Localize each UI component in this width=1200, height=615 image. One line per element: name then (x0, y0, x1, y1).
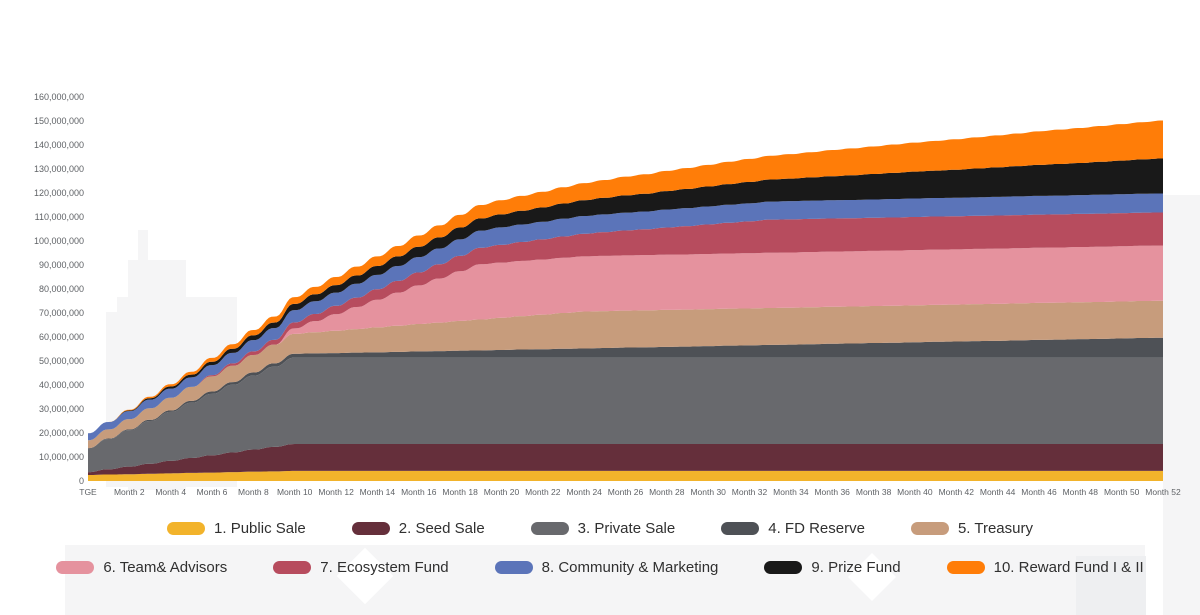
area-private-sale (88, 357, 1163, 473)
x-axis-tick-label: Month 28 (649, 487, 685, 497)
x-axis-tick-label: Month 18 (442, 487, 478, 497)
legend-swatch-prize-fund (764, 560, 803, 574)
x-axis-tick-label: Month 14 (360, 487, 396, 497)
x-axis-tick-label: Month 36 (814, 487, 850, 497)
area-prize-fund (88, 158, 1163, 434)
building-silhouette (1076, 556, 1146, 615)
legend-item-private-sale[interactable]: 3. Private Sale (530, 519, 676, 537)
area-treasury (88, 300, 1163, 449)
y-axis-tick-label: 0 (79, 476, 84, 486)
legend-label-seed-sale: 2. Seed Sale (398, 519, 485, 537)
legend-label-community-marketing: 8. Community & Marketing (541, 558, 719, 576)
y-axis-tick-label: 40,000,000 (39, 380, 84, 390)
chart-legend: 1. Public Sale 2. Seed Sale 3. Private Sal… (0, 514, 1200, 592)
y-axis-tick-label: 20,000,000 (39, 428, 84, 438)
legend-label-treasury: 5. Treasury (957, 519, 1033, 537)
x-axis-tick-label: Month 8 (238, 487, 269, 497)
building-silhouette (1163, 195, 1200, 615)
x-axis-tick-label: Month 10 (277, 487, 313, 497)
legend-label-team-advisors: 6. Team& Advisors (103, 558, 228, 576)
x-axis-tick-label: Month 50 (1104, 487, 1140, 497)
y-axis-tick-label: 120,000,000 (34, 188, 84, 198)
legend-row-2: 6. Team& Advisors 7. Ecosystem Fund 8. Com… (0, 553, 1200, 581)
legend-swatch-fd-reserve (721, 521, 760, 535)
legend-item-prize-fund[interactable]: 9. Prize Fund (764, 558, 901, 576)
x-axis-tick-label: Month 16 (401, 487, 437, 497)
x-axis-tick-label: Month 26 (608, 487, 644, 497)
legend-label-private-sale: 3. Private Sale (577, 519, 676, 537)
x-axis-tick-label: Month 4 (155, 487, 186, 497)
x-axis-tick-label: Month 2 (114, 487, 145, 497)
y-axis-tick-label: 160,000,000 (34, 92, 84, 102)
y-axis-tick-label: 90,000,000 (39, 260, 84, 270)
y-axis-tick-label: 100,000,000 (34, 236, 84, 246)
legend-swatch-reward-fund-i-ii (946, 560, 985, 574)
x-axis-tick-label: Month 20 (484, 487, 520, 497)
x-axis-tick-label: TGE (79, 487, 97, 497)
y-axis-tick-label: 30,000,000 (39, 404, 84, 414)
x-axis-tick-label: Month 34 (773, 487, 809, 497)
x-axis-tick-label: Month 48 (1063, 487, 1099, 497)
x-axis-tick-label: Month 12 (318, 487, 354, 497)
legend-item-public-sale[interactable]: 1. Public Sale (167, 520, 306, 537)
legend-item-seed-sale[interactable]: 2. Seed Sale (351, 519, 485, 537)
x-axis-tick-label: Month 40 (897, 487, 933, 497)
area-fd-reserve (88, 337, 1163, 449)
x-axis-tick-label: Month 38 (856, 487, 892, 497)
legend-swatch-team-advisors (56, 560, 95, 574)
legend-label-public-sale: 1. Public Sale (214, 519, 306, 537)
legend-swatch-ecosystem-fund (273, 560, 312, 574)
area-team-advisors (88, 245, 1163, 441)
area-reward-fund-i-ii (88, 120, 1163, 434)
legend-item-reward-fund-i-ii[interactable]: 10. Reward Fund I & II (946, 558, 1144, 576)
legend-item-fd-reserve[interactable]: 4. FD Reserve (721, 520, 865, 537)
legend-row-1: 1. Public Sale 2. Seed Sale 3. Private Sal… (0, 514, 1200, 542)
y-axis-tick-label: 60,000,000 (39, 332, 84, 342)
y-axis-tick-label: 130,000,000 (34, 164, 84, 174)
legend-label-fd-reserve: 4. FD Reserve (768, 519, 865, 537)
x-axis-tick-label: Month 42 (939, 487, 975, 497)
y-axis-tick-label: 70,000,000 (39, 308, 84, 318)
x-axis-tick-label: Month 44 (980, 487, 1016, 497)
area-public-sale (88, 470, 1163, 481)
area-seed-sale (88, 444, 1163, 475)
x-axis-tick-label: Month 32 (732, 487, 768, 497)
x-axis-tick-label: Month 46 (1021, 487, 1057, 497)
legend-item-community-marketing[interactable]: 8. Community & Marketing (494, 558, 719, 576)
legend-item-ecosystem-fund[interactable]: 7. Ecosystem Fund (273, 558, 449, 576)
x-axis-tick-label: Month 6 (197, 487, 228, 497)
x-axis-tick-label: Month 22 (525, 487, 561, 497)
legend-swatch-private-sale (530, 521, 569, 535)
y-axis-tick-label: 110,000,000 (35, 212, 84, 222)
legend-item-team-advisors[interactable]: 6. Team& Advisors (56, 559, 227, 576)
area-ecosystem-fund (88, 212, 1163, 441)
legend-swatch-seed-sale (351, 521, 390, 535)
legend-item-treasury[interactable]: 5. Treasury (910, 519, 1033, 537)
legend-swatch-treasury (910, 521, 949, 535)
legend-label-reward-fund-i-ii: 10. Reward Fund I & II (993, 558, 1144, 576)
y-axis-tick-label: 50,000,000 (39, 356, 84, 366)
y-axis-tick-label: 140,000,000 (34, 140, 84, 150)
y-axis-tick-label: 80,000,000 (39, 284, 84, 294)
area-community-marketing (88, 193, 1163, 441)
building-silhouette (65, 545, 1145, 615)
legend-swatch-community-marketing (494, 560, 533, 574)
legend-label-ecosystem-fund: 7. Ecosystem Fund (320, 558, 449, 576)
legend-label-prize-fund: 9. Prize Fund (811, 558, 901, 576)
y-axis-tick-label: 150,000,000 (34, 116, 84, 126)
y-axis-tick-label: 10,000,000 (39, 452, 84, 462)
legend-swatch-public-sale (167, 521, 206, 535)
x-axis-tick-label: Month 30 (690, 487, 726, 497)
x-axis-tick-label: Month 52 (1145, 487, 1181, 497)
x-axis-tick-label: Month 24 (566, 487, 602, 497)
